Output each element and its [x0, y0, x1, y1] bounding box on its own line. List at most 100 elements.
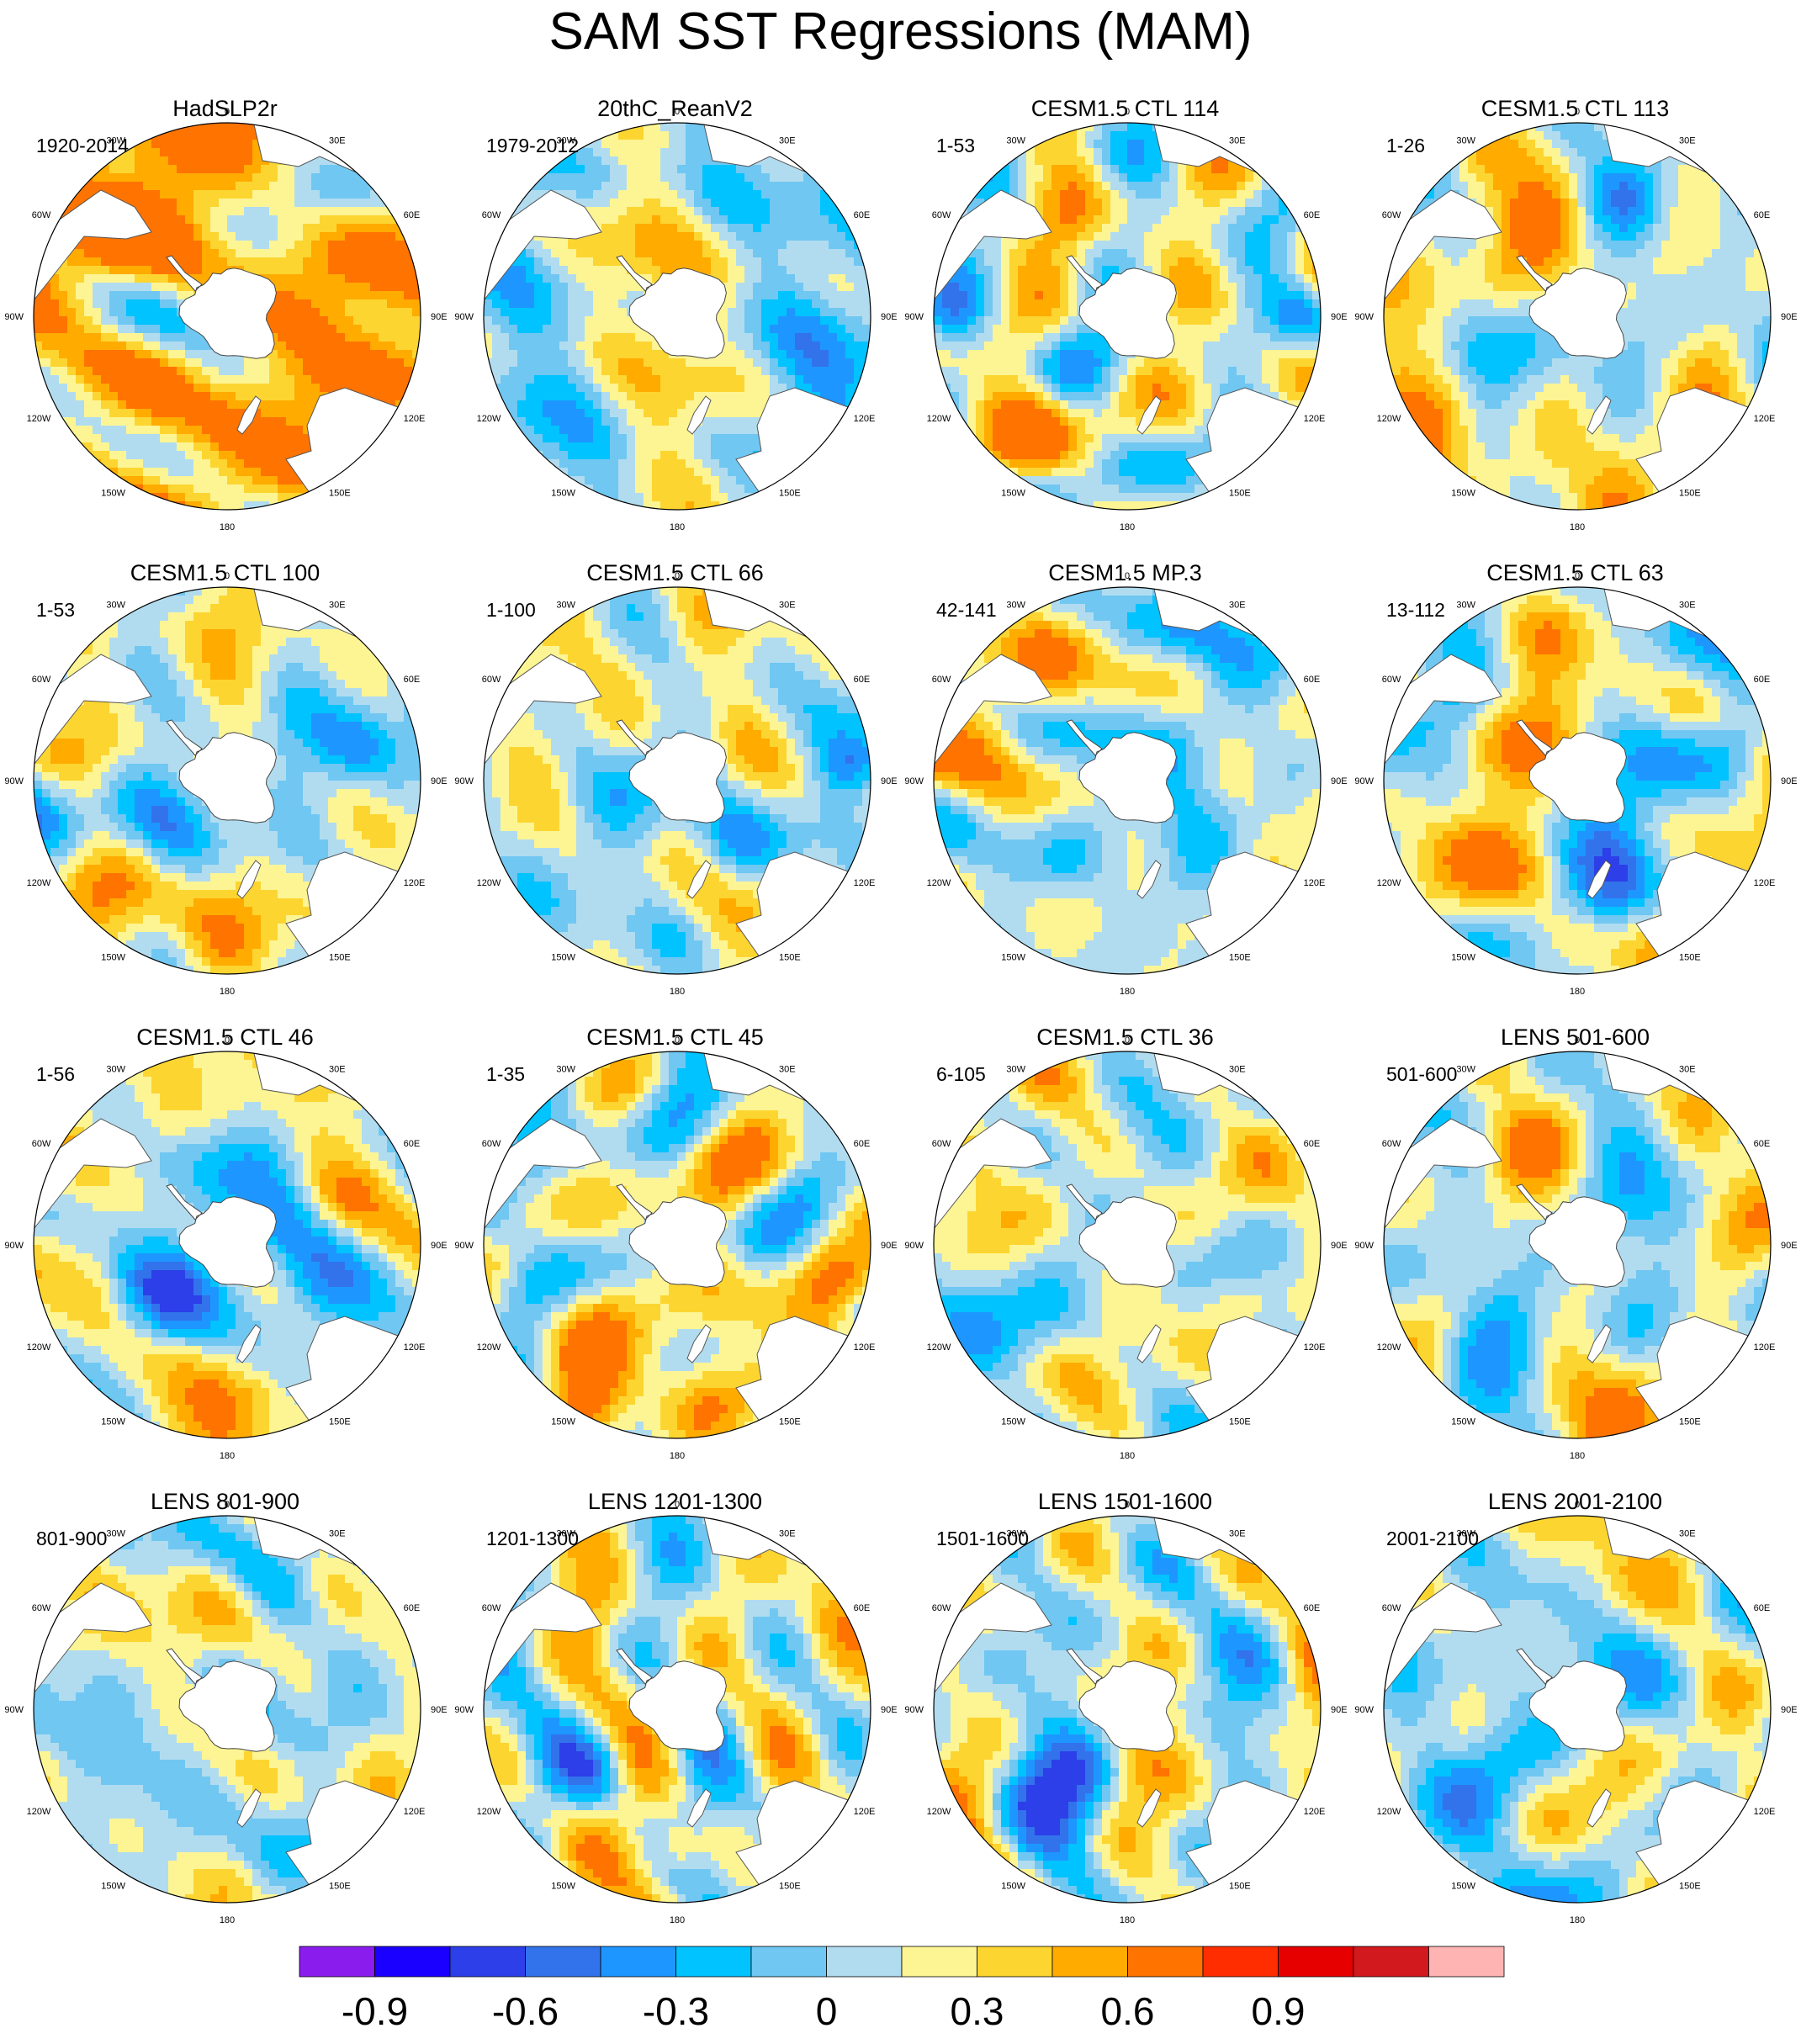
field-cell: [1653, 123, 1687, 132]
field-cell: [1401, 182, 1435, 191]
field-cell: [635, 459, 653, 469]
field-cell: [143, 915, 161, 924]
longitude-label: 150E: [779, 953, 801, 963]
field-cell: [1169, 392, 1187, 401]
field-cell: [1670, 629, 1687, 638]
field-cell: [109, 291, 161, 300]
field-cell: [484, 493, 501, 502]
field-cell: [761, 316, 779, 326]
field-cell: [118, 325, 135, 334]
field-cell: [1068, 316, 1086, 326]
field-cell: [1645, 629, 1671, 638]
field-cell: [109, 587, 135, 596]
field-cell: [934, 485, 943, 494]
field-cell: [1203, 781, 1221, 790]
longitude-label: 180: [670, 987, 685, 997]
field-cell: [1737, 485, 1771, 494]
field-cell: [660, 123, 686, 132]
field-cell: [1035, 932, 1094, 941]
field-cell: [177, 654, 186, 664]
field-cell: [76, 375, 85, 384]
field-cell: [627, 924, 653, 933]
field-cell: [753, 814, 771, 823]
field-cell: [34, 772, 43, 781]
field-cell: [812, 747, 821, 756]
field-cell: [967, 789, 985, 798]
field-cell: [1560, 638, 1578, 647]
field-cell: [1754, 621, 1771, 630]
field-cell: [702, 924, 712, 933]
field-cell: [126, 966, 152, 974]
field-cell: [1186, 739, 1195, 748]
field-cell: [1451, 442, 1469, 452]
field-cell: [1270, 148, 1313, 157]
field-cell: [1687, 663, 1713, 672]
field-cell: [694, 190, 703, 199]
field-cell: [34, 915, 43, 924]
field-cell: [627, 957, 653, 966]
field-cell: [1077, 266, 1094, 275]
field-cell: [286, 358, 304, 368]
field-cell: [1253, 764, 1288, 773]
field-cell: [1178, 831, 1229, 840]
field-cell: [1577, 384, 1603, 393]
field-cell: [551, 266, 569, 275]
field-cell: [1152, 367, 1170, 376]
field-cell: [1169, 747, 1187, 756]
field-cell: [412, 688, 421, 697]
field-cell: [1127, 831, 1136, 840]
field-cell: [1703, 140, 1738, 149]
field-cell: [210, 705, 262, 714]
field-cell: [193, 224, 203, 233]
field-cell: [1043, 722, 1086, 731]
field-cell: [610, 621, 661, 630]
field-cell: [118, 932, 135, 941]
field-cell: [770, 350, 787, 359]
field-cell: [1502, 199, 1511, 208]
field-cell: [1409, 367, 1435, 376]
field-cell: [202, 957, 211, 966]
field-cell: [1194, 400, 1212, 410]
field-cell: [702, 249, 720, 258]
field-cell: [1043, 190, 1061, 199]
field-cell: [1262, 638, 1296, 647]
field-cell: [967, 165, 1010, 174]
field-cell: [59, 350, 85, 359]
field-cell: [644, 358, 686, 368]
field-cell: [1670, 501, 1713, 510]
field-cell: [1060, 400, 1069, 410]
field-cell: [501, 823, 535, 832]
field-cell: [1762, 392, 1771, 401]
field-cell: [795, 291, 821, 300]
field-cell: [320, 501, 346, 510]
field-cell: [1312, 123, 1321, 132]
field-cell: [286, 663, 304, 672]
field-cell: [686, 940, 703, 950]
field-cell: [1270, 924, 1296, 933]
field-cell: [635, 249, 703, 258]
field-cell: [820, 392, 846, 401]
field-cell: [652, 680, 703, 689]
field-cell: [345, 705, 371, 714]
field-cell: [118, 604, 186, 613]
longitude-label: 30W: [1006, 135, 1025, 146]
field-cell: [1237, 291, 1246, 300]
panel-title: CESM1.5 CTL 66: [586, 560, 764, 585]
field-cell: [1476, 384, 1519, 393]
field-cell: [795, 596, 821, 605]
field-cell: [1586, 485, 1645, 494]
field-cell: [76, 417, 102, 426]
field-cell: [753, 249, 779, 258]
field-cell: [320, 739, 379, 748]
field-cell: [993, 739, 1002, 748]
field-cell: [736, 739, 771, 748]
field-cell: [1186, 476, 1204, 485]
field-cell: [862, 451, 871, 460]
field-cell: [210, 224, 228, 233]
field-cell: [1253, 848, 1321, 857]
field-cell: [501, 898, 518, 908]
field-cell: [135, 156, 169, 166]
field-cell: [1262, 156, 1271, 166]
field-cell: [736, 249, 754, 258]
field-cell: [492, 915, 510, 924]
